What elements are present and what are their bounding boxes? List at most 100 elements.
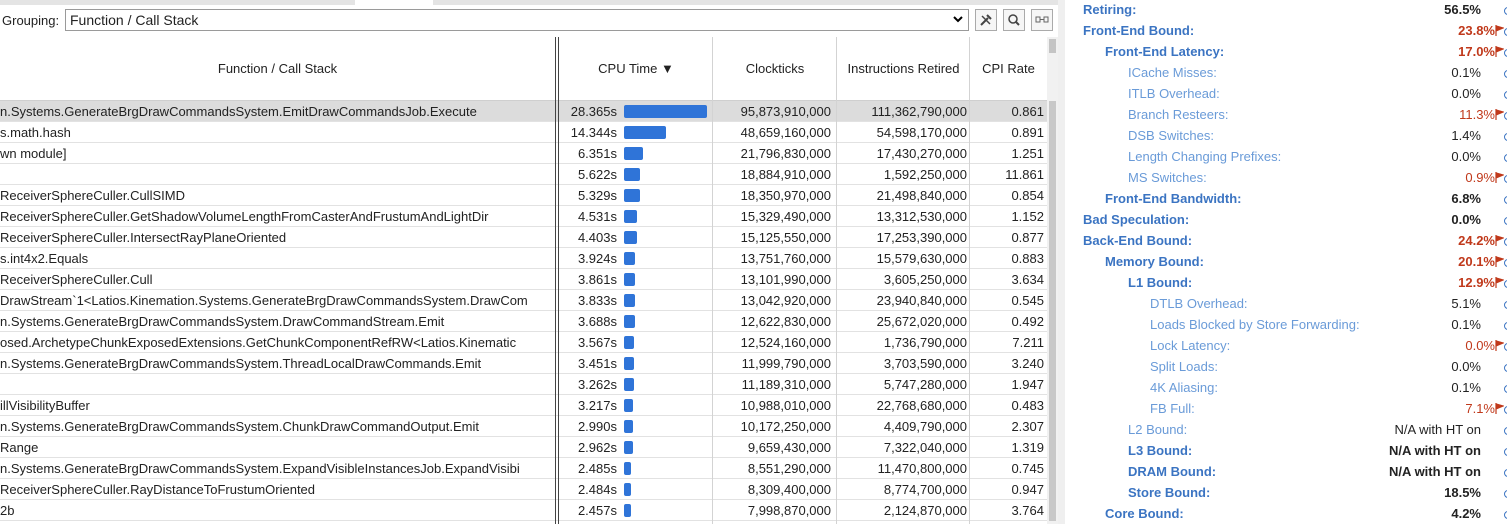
info-icon[interactable] [1504,91,1507,99]
metric-label[interactable]: MS Switches: [1128,170,1207,185]
info-icon[interactable] [1504,7,1507,15]
info-icon[interactable] [1504,490,1507,498]
grouping-select[interactable]: Function / Call Stack [65,9,969,31]
info-icon[interactable] [1504,511,1507,519]
table-row[interactable]: 2b 2.457s 7,998,870,000 2,124,870,000 3.764 [0,500,1047,521]
metric-label[interactable]: Length Changing Prefixes: [1128,149,1282,164]
info-icon[interactable] [1504,238,1507,246]
info-icon[interactable] [1504,364,1507,372]
table-row[interactable]: 5.622s 18,884,910,000 1,592,250,000 11.861 [0,164,1047,185]
cpu-time-bar [624,483,631,496]
metric-label[interactable]: L1 Bound: [1128,275,1193,290]
info-icon[interactable] [1504,133,1507,141]
table-row[interactable]: n.Systems.GenerateBrgDrawCommandsSystem.… [0,101,1047,122]
table-row[interactable]: ReceiverSphereCuller.Cull 3.861s 13,101,99… [0,269,1047,290]
table-row[interactable]: DrawStream`1<Latios.Kinemation.Systems.G… [0,290,1047,311]
info-icon[interactable] [1504,280,1507,288]
metric-label[interactable]: Store Bound: [1128,485,1211,500]
table-row[interactable]: osed.ArchetypeChunkExposedExtensions.Get… [0,332,1047,353]
metric-label[interactable]: L3 Bound: [1128,443,1193,458]
info-icon[interactable] [1504,406,1507,414]
instructions-cell: 22,768,680,000 [876,398,967,413]
search-button[interactable] [1003,9,1025,31]
warning-flag-icon [1495,172,1504,183]
metric-label[interactable]: FB Full: [1150,401,1195,416]
info-icon[interactable] [1504,28,1507,36]
cpu-time-cell: 2.962s [577,440,617,455]
vertical-scrollbar[interactable] [1047,37,1058,524]
cpi-rate-cell: 0.947 [1011,482,1044,497]
table-row[interactable]: n.Systems.GenerateBrgDrawCommandsSystem.… [0,458,1047,479]
metric-label[interactable]: ICache Misses: [1128,65,1217,80]
info-icon[interactable] [1504,259,1507,267]
table-row[interactable]: ReceiverSphereCuller.IntersectRayPlaneOr… [0,227,1047,248]
metric-label[interactable]: Bad Speculation: [1083,212,1190,227]
metric-label[interactable]: Lock Latency: [1150,338,1231,353]
metric-label[interactable]: ITLB Overhead: [1128,86,1220,101]
info-icon[interactable] [1504,112,1507,120]
metric-label[interactable]: 4K Aliasing: [1150,380,1218,395]
tools-button[interactable] [975,9,997,31]
metric-label[interactable]: Branch Resteers: [1128,107,1229,122]
function-cell: wn module] [0,146,67,161]
info-icon[interactable] [1504,322,1507,330]
metric-value: N/A with HT on [1394,422,1481,437]
table-row[interactable]: n.Systems.GenerateBrgDrawCommandsSystem.… [0,416,1047,437]
metric-label[interactable]: Retiring: [1083,2,1137,17]
column-header-cpu-time[interactable]: CPU Time ▼ [598,61,674,76]
info-icon[interactable] [1504,217,1507,225]
metric-label[interactable]: DTLB Overhead: [1150,296,1248,311]
info-icon[interactable] [1504,448,1507,456]
metric-label[interactable]: Front-End Bandwidth: [1105,191,1242,206]
metric-label[interactable]: Front-End Bound: [1083,23,1195,38]
table-row[interactable]: illVisibilityBuffer 3.217s 10,988,010,000 2… [0,395,1047,416]
info-icon[interactable] [1504,301,1507,309]
scrollbar-header-thumb[interactable] [1049,39,1056,53]
cpu-time-cell: 4.403s [577,230,617,245]
metric-label[interactable]: DRAM Bound: [1128,464,1217,479]
table-row[interactable]: n.Systems.GenerateBrgDrawCommandsSystem.… [0,353,1047,374]
metric-label[interactable]: Split Loads: [1150,359,1218,374]
column-header-clockticks[interactable]: Clockticks [745,61,805,76]
metric-row: Branch Resteers: 11.3% [1065,105,1507,126]
info-icon[interactable] [1504,427,1507,435]
info-icon[interactable] [1504,154,1507,162]
metric-label[interactable]: Core Bound: [1105,506,1184,521]
cpu-time-bar [624,168,640,181]
info-icon[interactable] [1504,343,1507,351]
table-row[interactable]: s.int4x2.Equals 3.924s 13,751,760,000 15,57… [0,248,1047,269]
table-row[interactable]: 3.262s 11,189,310,000 5,747,280,000 1.947 [0,374,1047,395]
cpu-time-bar [624,504,631,517]
metric-label[interactable]: L2 Bound: [1128,422,1188,437]
table-row[interactable]: wn module] 6.351s 21,796,830,000 17,430,270… [0,143,1047,164]
instructions-cell: 5,747,280,000 [883,377,967,392]
column-header-function[interactable]: Function / Call Stack [217,61,338,76]
info-icon[interactable] [1504,49,1507,57]
info-icon[interactable] [1504,469,1507,477]
column-header-cpi-rate[interactable]: CPI Rate [982,61,1035,76]
metric-label[interactable]: Memory Bound: [1105,254,1204,269]
info-icon[interactable] [1504,385,1507,393]
metric-label[interactable]: Front-End Latency: [1105,44,1225,59]
table-row[interactable]: ReceiverSphereCuller.RayDistanceToFrustu… [0,479,1047,500]
function-cell: ReceiverSphereCuller.GetShadowVolumeLeng… [0,209,489,224]
info-icon[interactable] [1504,196,1507,204]
table-row[interactable]: ReceiverSphereCuller.GetShadowVolumeLeng… [0,206,1047,227]
active-tab[interactable] [355,0,433,5]
column-header-instructions-retired[interactable]: Instructions Retired [847,61,960,76]
column-splitter[interactable] [555,37,559,524]
table-row[interactable]: s.math.hash 14.344s 48,659,160,000 54,598,1… [0,122,1047,143]
info-icon[interactable] [1504,70,1507,78]
table-header: Function / Call Stack CPU Time ▼ Clockti… [0,37,1047,101]
table-row[interactable]: ReceiverSphereCuller.CullSIMD 5.329s 18,35… [0,185,1047,206]
pane-splitter[interactable] [1058,0,1065,524]
metric-label[interactable]: Back-End Bound: [1083,233,1193,248]
info-icon[interactable] [1504,175,1507,183]
table-row[interactable]: Range 2.962s 9,659,430,000 7,322,040,000 1.3… [0,437,1047,458]
metric-label[interactable]: Loads Blocked by Store Forwarding: [1150,317,1360,332]
expand-button[interactable] [1031,9,1053,31]
metric-label[interactable]: DSB Switches: [1128,128,1214,143]
instructions-cell: 1,592,250,000 [883,167,967,182]
scrollbar-thumb[interactable] [1049,101,1056,521]
table-row[interactable]: n.Systems.GenerateBrgDrawCommandsSystem.… [0,311,1047,332]
